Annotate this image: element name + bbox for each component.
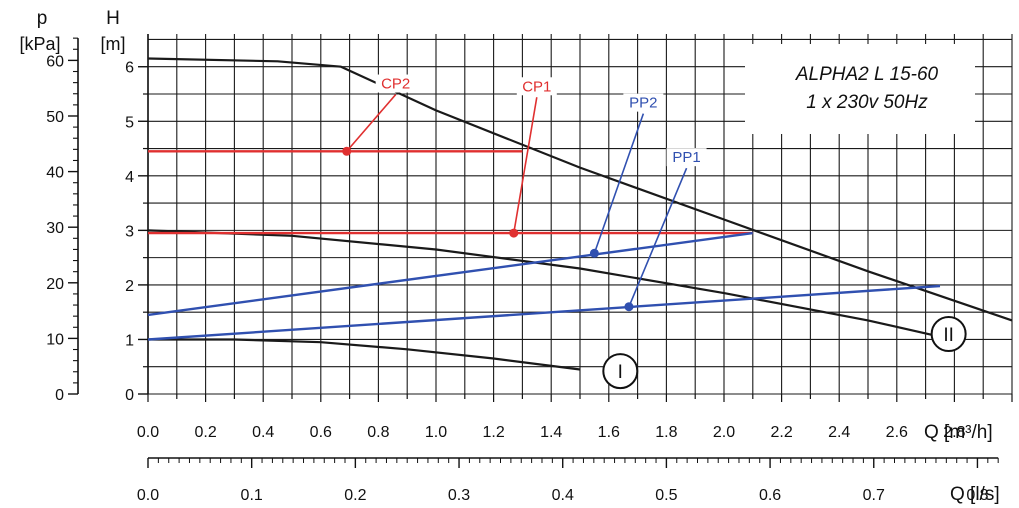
x-axis-m3h-tick-label: 2.8 [943,424,965,441]
series-line-i [148,338,581,371]
h-axis-tick-label: 1 [125,332,134,349]
point-leader-cp1 [512,97,538,234]
curve-marker-i [602,353,639,390]
point-leader-cp2 [346,94,397,152]
chart-title: ALPHA2 L 15-60 [795,64,939,85]
series-layer: IIIIII [147,57,1013,390]
p-axis-tick-label: 60 [46,53,64,70]
point-leader-pp2 [593,113,645,254]
series-line-ii [147,229,941,338]
x-axis-m3h-tick-label: 1.2 [482,424,504,441]
x-axis-ls-tick-label: 0.7 [863,487,885,504]
point-cp2 [342,146,352,156]
y-axis-h-label: H [106,8,120,29]
x-axis-m3h-label: Q [m³/h] [924,422,993,443]
x-axis-m3h-tick-label: 0.4 [252,424,274,441]
y-axis-p-label: p [37,8,48,29]
x-axis-ls-tick-label: 0.3 [448,487,470,504]
point-label-bg-cp2 [375,74,416,93]
curve-marker-ii [930,316,967,352]
point-pp2 [589,248,599,258]
x-axis-ls-label: Q [l/s] [950,484,1000,505]
point-label-bg-pp2 [623,93,664,112]
x-axis-ls-tick-label: 0.8 [966,487,988,504]
point-label-bg-pp1 [666,148,707,167]
h-axis-tick-label: 2 [125,278,134,295]
point-cp1 [509,228,519,238]
curve-label-i: I [618,362,623,383]
h-axis-tick-label: 4 [125,169,134,186]
point-label-cp2: CP2 [381,76,410,93]
y-axis-p-unit: [kPa] [19,34,60,54]
x-axis-ls-tick-label: 0.0 [137,487,159,504]
x-axis-m3h-tick-label: 0.8 [367,424,389,441]
p-axis-tick-label: 20 [46,276,64,293]
p-axis-tick-label: 10 [46,331,64,348]
point-label-cp1: CP1 [522,78,551,95]
x-axis-ls-tick-label: 0.2 [344,487,366,504]
chart-subtitle: 1 x 230v 50Hz [806,92,928,113]
y-axis-h-unit: [m] [101,34,126,54]
x-axis-m3h-tick-label: 1.0 [425,424,447,441]
point-leader-pp1 [628,167,688,308]
x-axis-m3h-tick-label: 2.2 [770,424,792,441]
x-axis-m3h-tick-label: 0.6 [310,424,332,441]
x-axis-m3h-tick-label: 1.4 [540,424,562,441]
point-label-pp2: PP2 [629,95,657,112]
x-axis-m3h-tick-label: 1.6 [598,424,620,441]
x-axis-m3h-tick-label: 0.0 [137,424,159,441]
series-line-iii [147,57,1013,322]
p-axis-tick-label: 40 [46,165,64,182]
x-axis-ls-tick-label: 0.1 [241,487,263,504]
h-axis-tick-label: 6 [125,60,134,77]
series-line-pp2 [147,231,753,317]
series-line-pp1 [147,284,941,341]
point-label-pp1: PP1 [672,149,700,166]
x-axis-ls-tick-label: 0.5 [655,487,677,504]
point-label-bg-cp1 [516,77,557,96]
x-axis-m3h-tick-label: 2.0 [713,424,735,441]
x-axis-m3h-tick-label: 2.6 [886,424,908,441]
p-axis-tick-label: 50 [46,109,64,126]
title-box [745,44,975,134]
h-axis-tick-label: 3 [125,223,134,240]
p-axis-tick-label: 30 [46,220,64,237]
curve-label-ii: II [943,325,954,346]
p-axis-tick-label: 0 [55,387,64,404]
h-axis-tick-label: 5 [125,114,134,131]
point-pp1 [624,302,634,312]
h-axis-tick-label: 0 [125,387,134,404]
x-axis-ls-tick-label: 0.4 [552,487,574,504]
x-axis-m3h-tick-label: 0.2 [194,424,216,441]
points-layer: CP2 CP1 PP2 PP1 [342,74,707,312]
x-axis-m3h-tick-label: 2.4 [828,424,850,441]
x-axis-ls-tick-label: 0.6 [759,487,781,504]
x-axis-m3h-tick-label: 1.8 [655,424,677,441]
